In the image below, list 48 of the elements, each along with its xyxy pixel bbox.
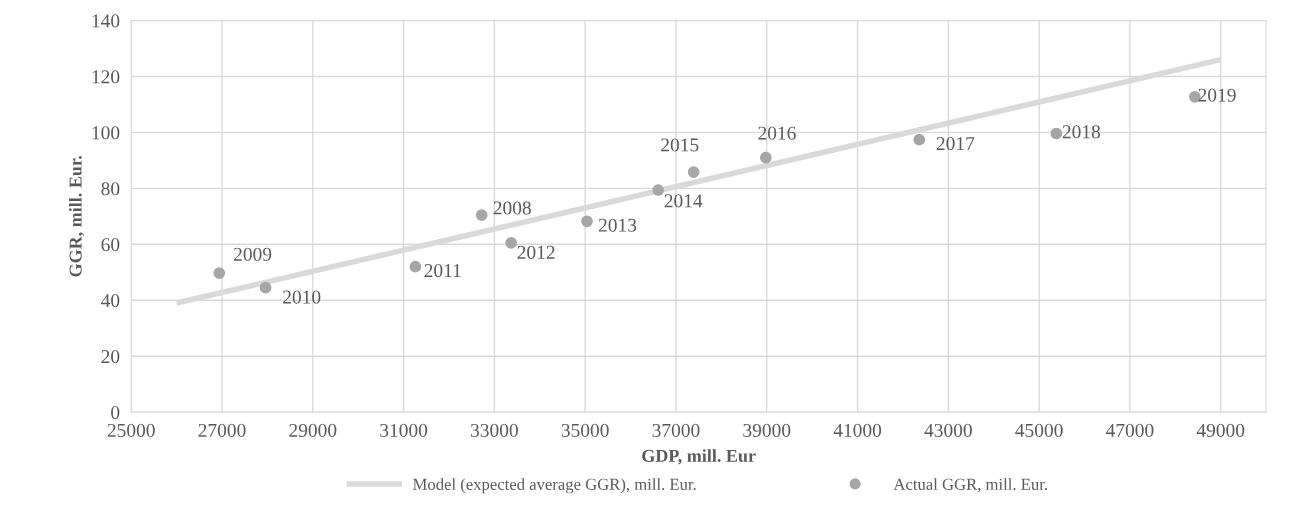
x-tick-label: 43000 [924,423,972,437]
x-tick-label: 49000 [1196,423,1245,437]
point [409,260,422,273]
x-tick-label: 29000 [289,423,337,437]
annotation: 2008 [493,201,531,215]
x-tick-label: 27000 [198,423,246,437]
point [759,151,772,164]
annotation: 2016 [758,126,796,140]
y-tick-label: 40 [101,294,120,308]
y-tick-label: 80 [101,182,120,196]
annotation: 2013 [598,218,637,232]
point [505,237,518,249]
annotation: 2018 [1062,125,1101,139]
y-tick-label: 100 [92,126,120,140]
y-axis-title: GGR, mill. Eur. [68,155,85,277]
y-tick-label: 120 [92,70,120,84]
annotation: 2011 [424,263,461,278]
annotation: 2010 [283,290,321,304]
point [259,281,272,294]
x-tick-label: 47000 [1105,423,1154,437]
point [913,133,926,146]
point [213,267,226,279]
annotation: 2009 [234,247,272,261]
point [652,184,665,196]
y-tick-label: 140 [92,14,120,28]
annotation: 2019 [1198,88,1236,102]
y-tick-label: 60 [101,238,120,252]
point [1050,127,1063,140]
legend-label: Model (expected average GGR), mill. Eur. [413,478,696,494]
point [581,215,593,228]
x-axis-title: GDP, mill. Eur [642,449,756,465]
point [475,209,488,222]
point [687,166,700,178]
x-tick-label: 41000 [833,423,882,437]
legend-label: Actual GGR, mill. Eur. [893,478,1047,493]
annotation: 2017 [936,136,975,151]
x-tick-label: 31000 [380,423,428,437]
x-tick-label: 33000 [470,423,518,437]
y-tick-label: 0 [111,405,120,420]
x-tick-label: 39000 [743,423,791,437]
y-tick-label: 20 [101,350,120,364]
annotation: 2012 [517,245,555,259]
annotation: 2015 [661,138,699,152]
x-tick-label: 35000 [561,423,609,437]
annotation: 2014 [664,194,703,208]
x-tick-label: 37000 [652,423,700,437]
x-tick-label: 25000 [107,423,155,437]
x-tick-label: 45000 [1015,423,1063,437]
